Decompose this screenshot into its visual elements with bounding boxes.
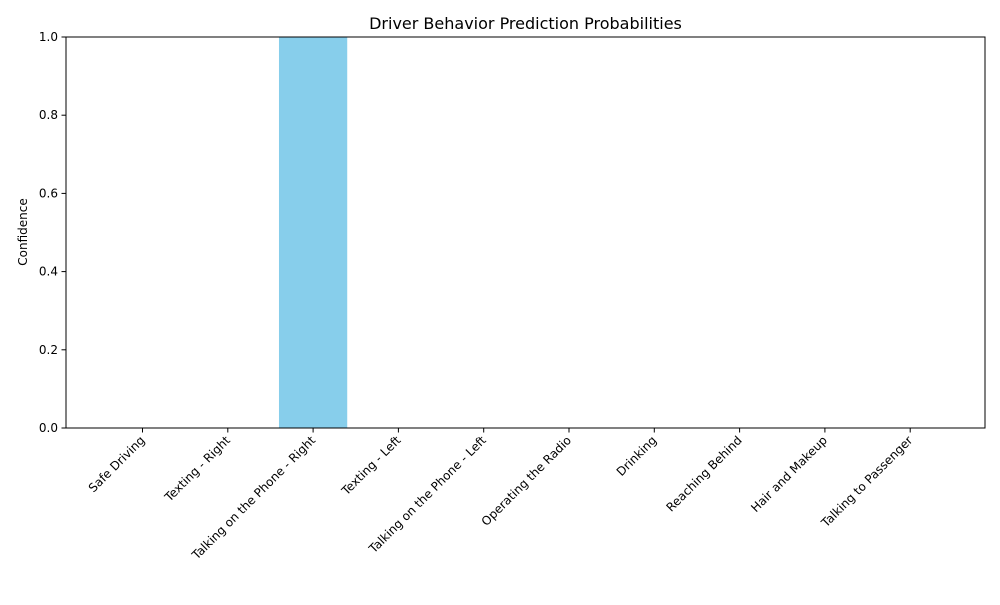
y-tick-label: 1.0 — [39, 30, 58, 44]
chart-title: Driver Behavior Prediction Probabilities — [369, 14, 682, 33]
y-tick-label: 0.4 — [39, 265, 58, 279]
x-tick-label: Operating the Radio — [479, 433, 574, 528]
y-tick-label: 0.6 — [39, 186, 58, 200]
x-tick-label: Reaching Behind — [663, 433, 744, 514]
x-tick-label: Talking to Passenger — [818, 433, 915, 530]
y-axis-label: Confidence — [16, 198, 30, 265]
plot-frame — [65, 36, 986, 429]
x-tick-label: Texting - Right — [161, 433, 233, 505]
x-tick-label: Hair and Makeup — [748, 433, 830, 515]
y-tick-label: 0.0 — [39, 421, 58, 435]
y-tick-label: 0.2 — [39, 343, 58, 357]
y-ticks-layer: 0.0 0.2 0.4 0.6 0.8 1.0 — [39, 30, 66, 435]
x-tick-label: Texting - Left — [338, 433, 404, 499]
x-tick-label: Drinking — [614, 433, 660, 479]
bars-layer — [278, 37, 348, 428]
y-tick-label: 0.8 — [39, 108, 58, 122]
bar — [278, 37, 348, 428]
x-tick-label: Safe Driving — [86, 433, 148, 495]
